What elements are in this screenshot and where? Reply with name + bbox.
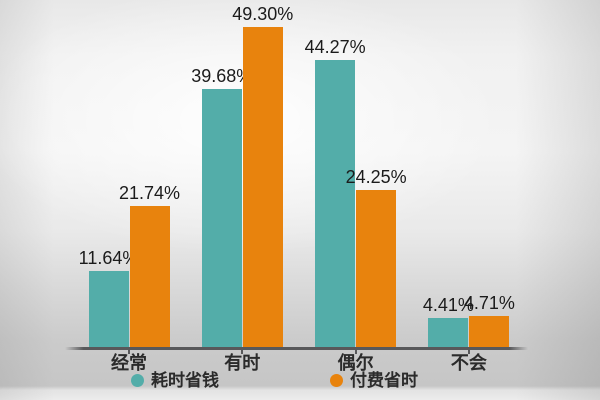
legend-dot-series1-icon — [131, 374, 144, 387]
x-axis-label-cat4: 不会 — [450, 353, 487, 373]
bar-series1-cat4 — [428, 318, 469, 347]
x-axis-tick — [354, 348, 357, 354]
bar-series1-cat3 — [315, 59, 356, 347]
bar-series1-cat2 — [201, 89, 242, 347]
legend-item-series2: 付费省时 — [330, 372, 418, 389]
bar-series1-cat1 — [88, 271, 129, 347]
x-axis-label-cat3: 偶尔 — [337, 353, 374, 373]
bar-series2-cat3 — [356, 189, 397, 347]
x-axis-tick — [241, 348, 244, 354]
legend-dot-series2-icon — [330, 374, 343, 387]
legend-label-series1: 耗时省钱 — [151, 371, 219, 390]
x-axis-tick — [128, 348, 130, 354]
value-label-series2-cat2: 49.30% — [232, 4, 294, 25]
bar-series2-cat1 — [129, 205, 170, 347]
legend-label-series2: 付费省时 — [350, 371, 418, 390]
bar-series2-cat2 — [242, 27, 283, 347]
value-label-series1-cat4: 4.41% — [422, 295, 474, 316]
bar-series2-cat4 — [469, 316, 510, 347]
value-label-series2-cat4: 4.71% — [463, 293, 515, 314]
x-axis-line — [65, 347, 528, 350]
value-label-series1-cat3: 44.27% — [304, 36, 366, 57]
x-axis-label-cat1: 经常 — [111, 353, 147, 373]
legend-item-series1: 耗时省钱 — [131, 372, 219, 389]
value-label-series2-cat3: 24.25% — [345, 166, 407, 187]
x-axis-label-cat2: 有时 — [224, 353, 261, 373]
value-label-series2-cat1: 21.74% — [118, 182, 181, 203]
legend: 耗时省钱 付费省时 — [0, 372, 600, 394]
value-label-series1-cat1: 11.64% — [78, 248, 139, 269]
x-axis-tick — [467, 348, 470, 354]
value-label-series1-cat2: 39.68% — [191, 66, 253, 87]
